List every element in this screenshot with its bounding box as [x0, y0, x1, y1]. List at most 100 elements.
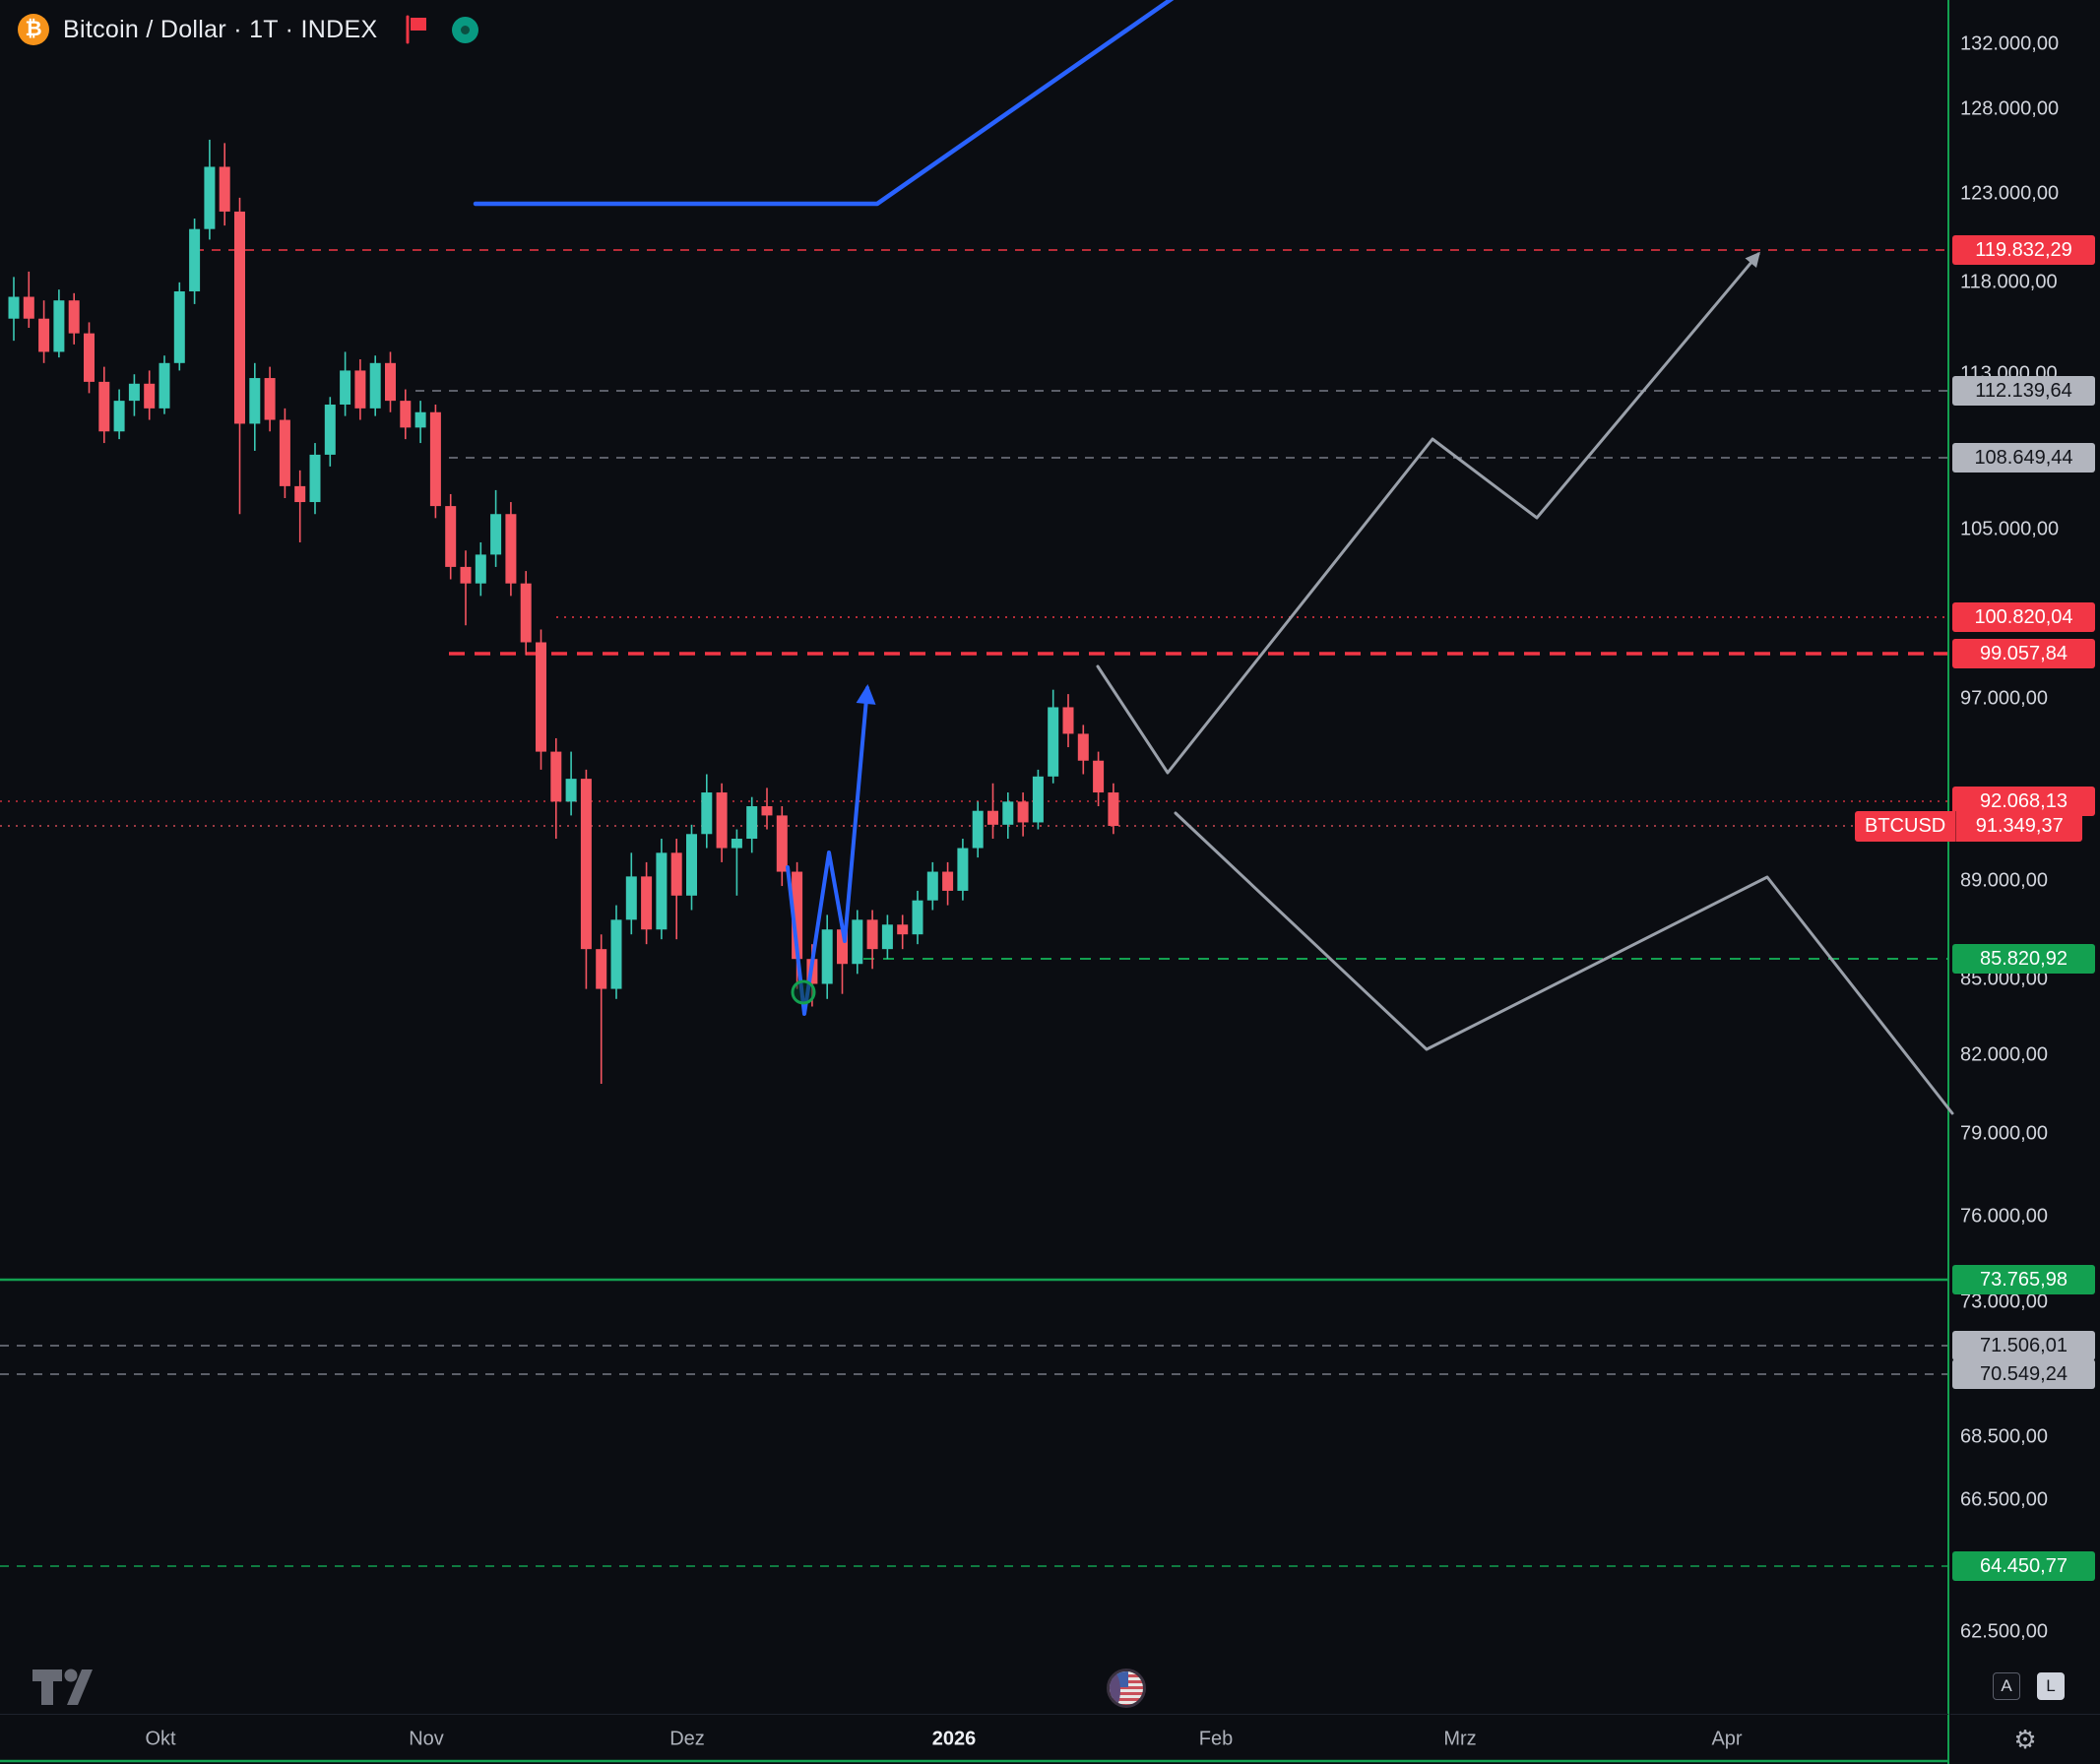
candle	[596, 934, 607, 1085]
price-level-label[interactable]: 100.820,04	[1952, 602, 2095, 632]
candle	[1093, 751, 1105, 807]
candle	[144, 370, 156, 420]
candle	[204, 139, 216, 240]
price-level-label[interactable]: 64.450,77	[1952, 1551, 2095, 1581]
candle	[445, 493, 457, 580]
axis-settings-corner[interactable]: ⚙	[1950, 1714, 2100, 1764]
candle	[68, 292, 80, 345]
trendline[interactable]	[473, 0, 1178, 207]
event-flag-badge-icon[interactable]	[1107, 1669, 1146, 1708]
candle	[400, 389, 412, 440]
projection-path-bullish[interactable]	[1096, 251, 1760, 775]
candle	[340, 351, 351, 416]
candle	[98, 366, 110, 444]
price-tick: 97.000,00	[1960, 687, 2048, 710]
candle	[866, 910, 878, 970]
candle	[912, 890, 923, 945]
candle	[53, 289, 65, 358]
candle	[1048, 689, 1059, 784]
candle	[761, 788, 773, 830]
candle	[1002, 792, 1014, 840]
price-level-label[interactable]: 112.139,64	[1952, 376, 2095, 406]
price-tick: 62.500,00	[1960, 1620, 2048, 1643]
auto-scale-button[interactable]: A	[1993, 1672, 2020, 1700]
price-tick: 76.000,00	[1960, 1205, 2048, 1228]
candle	[385, 351, 396, 412]
candle	[926, 861, 938, 911]
price-tick: 128.000,00	[1960, 97, 2060, 120]
candle	[1077, 724, 1089, 775]
candle	[881, 914, 893, 960]
candle	[189, 219, 201, 304]
candle	[490, 489, 502, 567]
gear-icon[interactable]: ⚙	[2013, 1724, 2037, 1754]
candle	[701, 774, 713, 849]
candle	[264, 366, 276, 432]
candle	[354, 359, 366, 420]
candle	[565, 751, 577, 816]
time-axis-label: Okt	[145, 1728, 176, 1750]
candle	[897, 914, 909, 950]
candle	[294, 470, 306, 542]
candle	[520, 571, 532, 656]
candle	[536, 629, 546, 770]
price-tick: 105.000,00	[1960, 518, 2060, 540]
projection-arrow-blue[interactable]	[786, 684, 876, 1016]
price-tick: 132.000,00	[1960, 32, 2060, 55]
candle	[957, 839, 969, 901]
candle	[580, 769, 592, 989]
candle	[324, 397, 336, 467]
price-level-label[interactable]: 71.506,01	[1952, 1331, 2095, 1360]
market-status-dot-icon[interactable]	[452, 16, 479, 43]
candle	[716, 783, 728, 862]
current-price-label[interactable]: BTCUSD 91.349,37	[1855, 811, 2083, 842]
time-axis[interactable]: Okt Nov Dez 2026 Feb Mrz Apr	[0, 1714, 1948, 1764]
candle	[84, 322, 95, 394]
flag-icon[interactable]	[403, 15, 430, 44]
price-level-label[interactable]: 73.765,98	[1952, 1265, 2095, 1294]
price-level-label[interactable]: 85.820,92	[1952, 944, 2095, 974]
candle	[173, 282, 185, 371]
time-axis-label: 2026	[931, 1728, 977, 1750]
price-tick: 85.000,00	[1960, 968, 2048, 990]
price-level-label[interactable]: 99.057,84	[1952, 639, 2095, 668]
log-scale-button[interactable]: L	[2037, 1672, 2065, 1700]
price-tick: 123.000,00	[1960, 182, 2060, 205]
price-level-label[interactable]: 119.832,29	[1952, 235, 2095, 265]
price-tick: 79.000,00	[1960, 1122, 2048, 1145]
price-tick: 118.000,00	[1960, 271, 2058, 293]
time-axis-label: Mrz	[1443, 1728, 1477, 1750]
price-tick: 68.500,00	[1960, 1425, 2048, 1448]
candle	[746, 796, 758, 853]
candle	[821, 914, 833, 999]
price-level-label[interactable]: 70.549,24	[1952, 1359, 2095, 1389]
candle	[610, 905, 622, 999]
candle	[219, 143, 230, 226]
price-axis[interactable]: 132.000,00 128.000,00 123.000,00 118.000,00…	[1950, 0, 2100, 1714]
candle	[670, 839, 682, 940]
candle	[369, 355, 381, 416]
symbol-legend[interactable]: ₿ Bitcoin / Dollar · 1T · INDEX	[18, 14, 479, 45]
candle	[987, 783, 998, 840]
price-level-label[interactable]: 108.649,44	[1952, 443, 2095, 472]
axis-mode-buttons: A L	[1993, 1672, 2065, 1700]
projection-path-bearish[interactable]	[1174, 811, 1954, 1115]
candle	[38, 300, 50, 363]
candle	[776, 806, 788, 887]
candle	[1017, 792, 1029, 837]
candle	[942, 861, 954, 906]
time-axis-label: Feb	[1198, 1728, 1234, 1750]
symbol-tag: BTCUSD	[1855, 811, 1957, 842]
candle	[972, 801, 984, 858]
candle	[656, 839, 668, 940]
candle	[128, 374, 140, 416]
candle	[414, 401, 426, 444]
price-tick: 89.000,00	[1960, 869, 2048, 892]
tradingview-logo-icon[interactable]	[30, 1662, 95, 1712]
symbol-title[interactable]: Bitcoin / Dollar · 1T · INDEX	[63, 15, 378, 43]
entry-marker[interactable]	[791, 979, 816, 1005]
bitcoin-logo-icon: ₿	[18, 14, 49, 45]
candle	[852, 910, 863, 975]
candle	[475, 541, 486, 597]
